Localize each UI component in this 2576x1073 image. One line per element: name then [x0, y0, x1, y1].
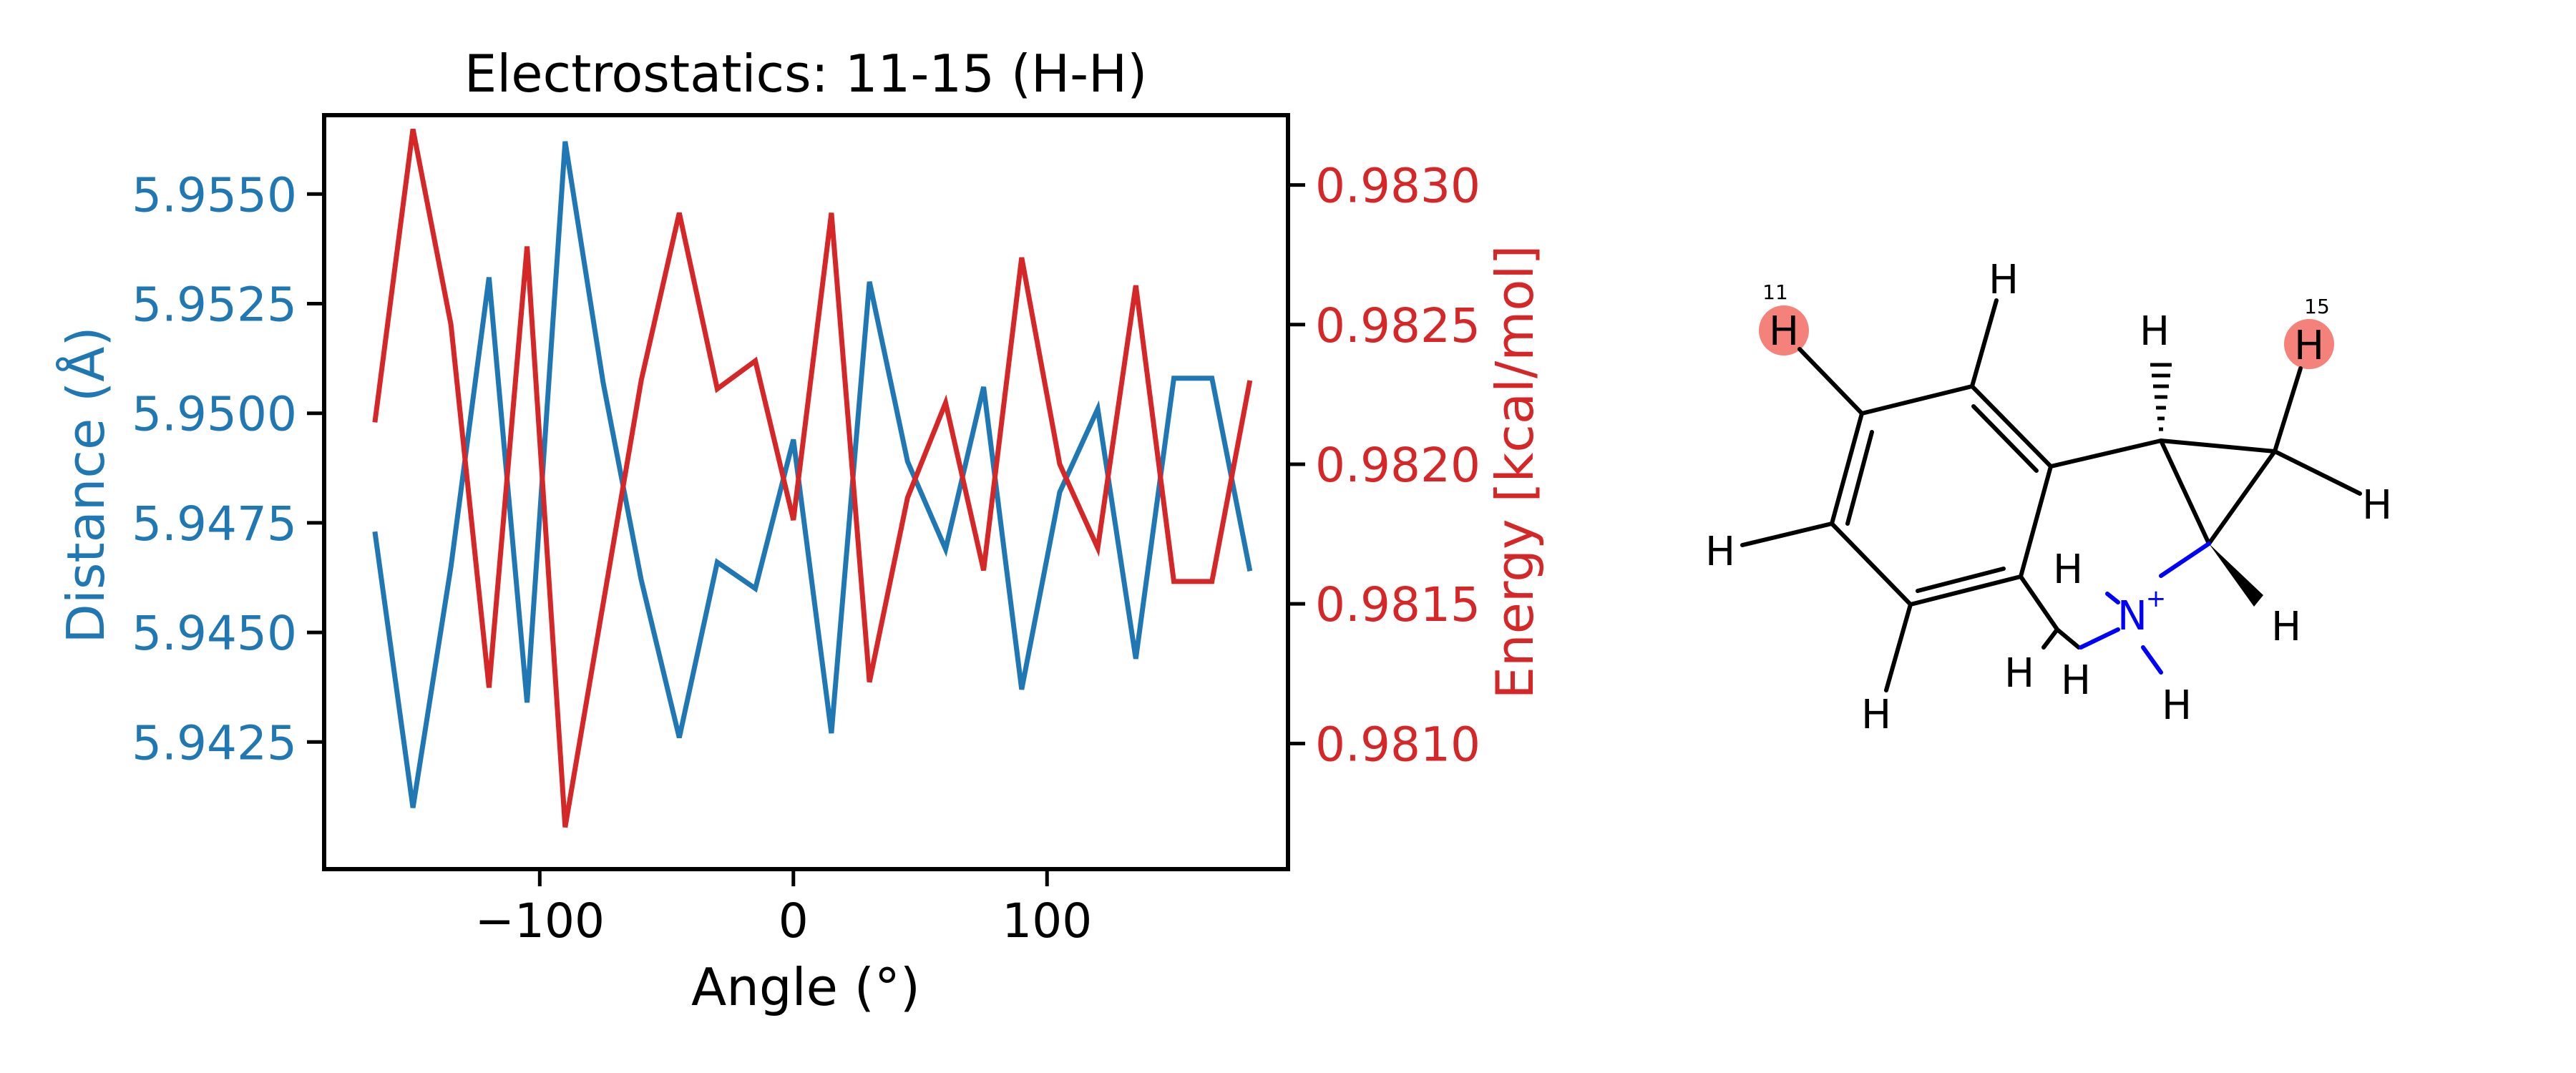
x-tick-label: 100 [1002, 893, 1092, 949]
atom-h-right: H [2362, 482, 2392, 529]
nitrogen-charge: + [2146, 584, 2167, 613]
molecule-structure: H H H H H H H H H H H H N + 11 15 [1705, 257, 2392, 738]
chart: Electrostatics: 11-15 (H-H) −100 0 100 5.9… [56, 44, 1545, 1017]
right-tick-label: 0.9830 [1315, 159, 1480, 214]
bond [2207, 449, 2277, 546]
left-axis-label: Distance (Å) [56, 326, 116, 643]
bond [2159, 438, 2211, 546]
bond [1740, 521, 1834, 547]
series-line-distance [372, 141, 1253, 808]
solid-wedge-bond [2209, 544, 2263, 607]
left-tick-label: 5.9500 [132, 387, 297, 442]
bond [2273, 449, 2362, 496]
chart-title: Electrostatics: 11-15 (H-H) [464, 44, 1148, 104]
atom-index-11: 11 [1762, 280, 1788, 304]
bond [2041, 627, 2059, 650]
atom-h-ring-left: H [1705, 529, 1735, 575]
right-tick-label: 0.9820 [1315, 438, 1480, 493]
left-tick-label: 5.9475 [132, 496, 297, 552]
atom-h-wedge-bottom: H [2271, 604, 2301, 650]
bond [2019, 574, 2059, 632]
bond [1830, 521, 1913, 607]
atom-nitrogen: N [2117, 593, 2147, 640]
bond-inner [1916, 567, 2006, 593]
x-axis-label: Angle (°) [691, 957, 920, 1017]
bond [1830, 411, 1864, 526]
series-layer [372, 128, 1253, 828]
bond-inner [1845, 430, 1874, 526]
right-tick-label: 0.9825 [1315, 298, 1480, 353]
left-tick-label: 5.9550 [132, 167, 297, 222]
atom-highlight-11 [1759, 305, 1809, 356]
left-tick-label: 5.9450 [132, 606, 297, 661]
bond [2055, 627, 2081, 650]
bond [1884, 602, 1913, 692]
x-axis-ticks: −100 0 100 [475, 869, 1092, 949]
atom-h-ch2-a: H [2004, 650, 2034, 697]
atom-h-ring-bottom: H [1861, 692, 1891, 738]
left-axis-ticks: 5.9425 5.9450 5.9475 5.9500 5.9525 5.9550 [132, 167, 324, 770]
atom-h-15: H [2294, 323, 2324, 369]
x-tick-label: 0 [779, 893, 809, 949]
atom-h-11: H [1769, 308, 1799, 355]
bonds [1740, 298, 2362, 692]
bond [1797, 347, 1864, 416]
bond [1970, 298, 1999, 388]
bond [2273, 366, 2303, 454]
hashed-wedge-bond [2150, 363, 2172, 431]
right-tick-label: 0.9815 [1315, 577, 1480, 632]
atom-h-n-bottom: H [2162, 682, 2192, 729]
right-axis-label: Energy [kcal/mol] [1485, 245, 1545, 700]
bond-inner [1971, 404, 2039, 473]
atom-index-15: 15 [2304, 295, 2330, 318]
bond [1908, 574, 2023, 607]
bond [1860, 384, 1974, 416]
left-tick-label: 5.9425 [132, 715, 297, 770]
nitrogen-bonds [2079, 542, 2211, 675]
series-line-energy [372, 128, 1253, 828]
atom-h-wedge-top: H [2140, 308, 2170, 355]
atom-h-ch2-b: H [2061, 657, 2091, 704]
x-tick-label: −100 [475, 893, 605, 949]
bond [2049, 438, 2163, 469]
bond [1970, 384, 2053, 469]
left-tick-label: 5.9525 [132, 278, 297, 333]
bond [2159, 438, 2277, 454]
atom-h-ring-top: H [1989, 257, 2019, 303]
right-axis-ticks: 0.9810 0.9815 0.9820 0.9825 0.9830 [1288, 159, 1480, 772]
atom-h-n-top: H [2053, 547, 2083, 593]
right-tick-label: 0.9810 [1315, 717, 1480, 772]
bond [2019, 464, 2053, 579]
atom-highlight-15 [2284, 319, 2334, 369]
plot-frame [322, 113, 1290, 871]
